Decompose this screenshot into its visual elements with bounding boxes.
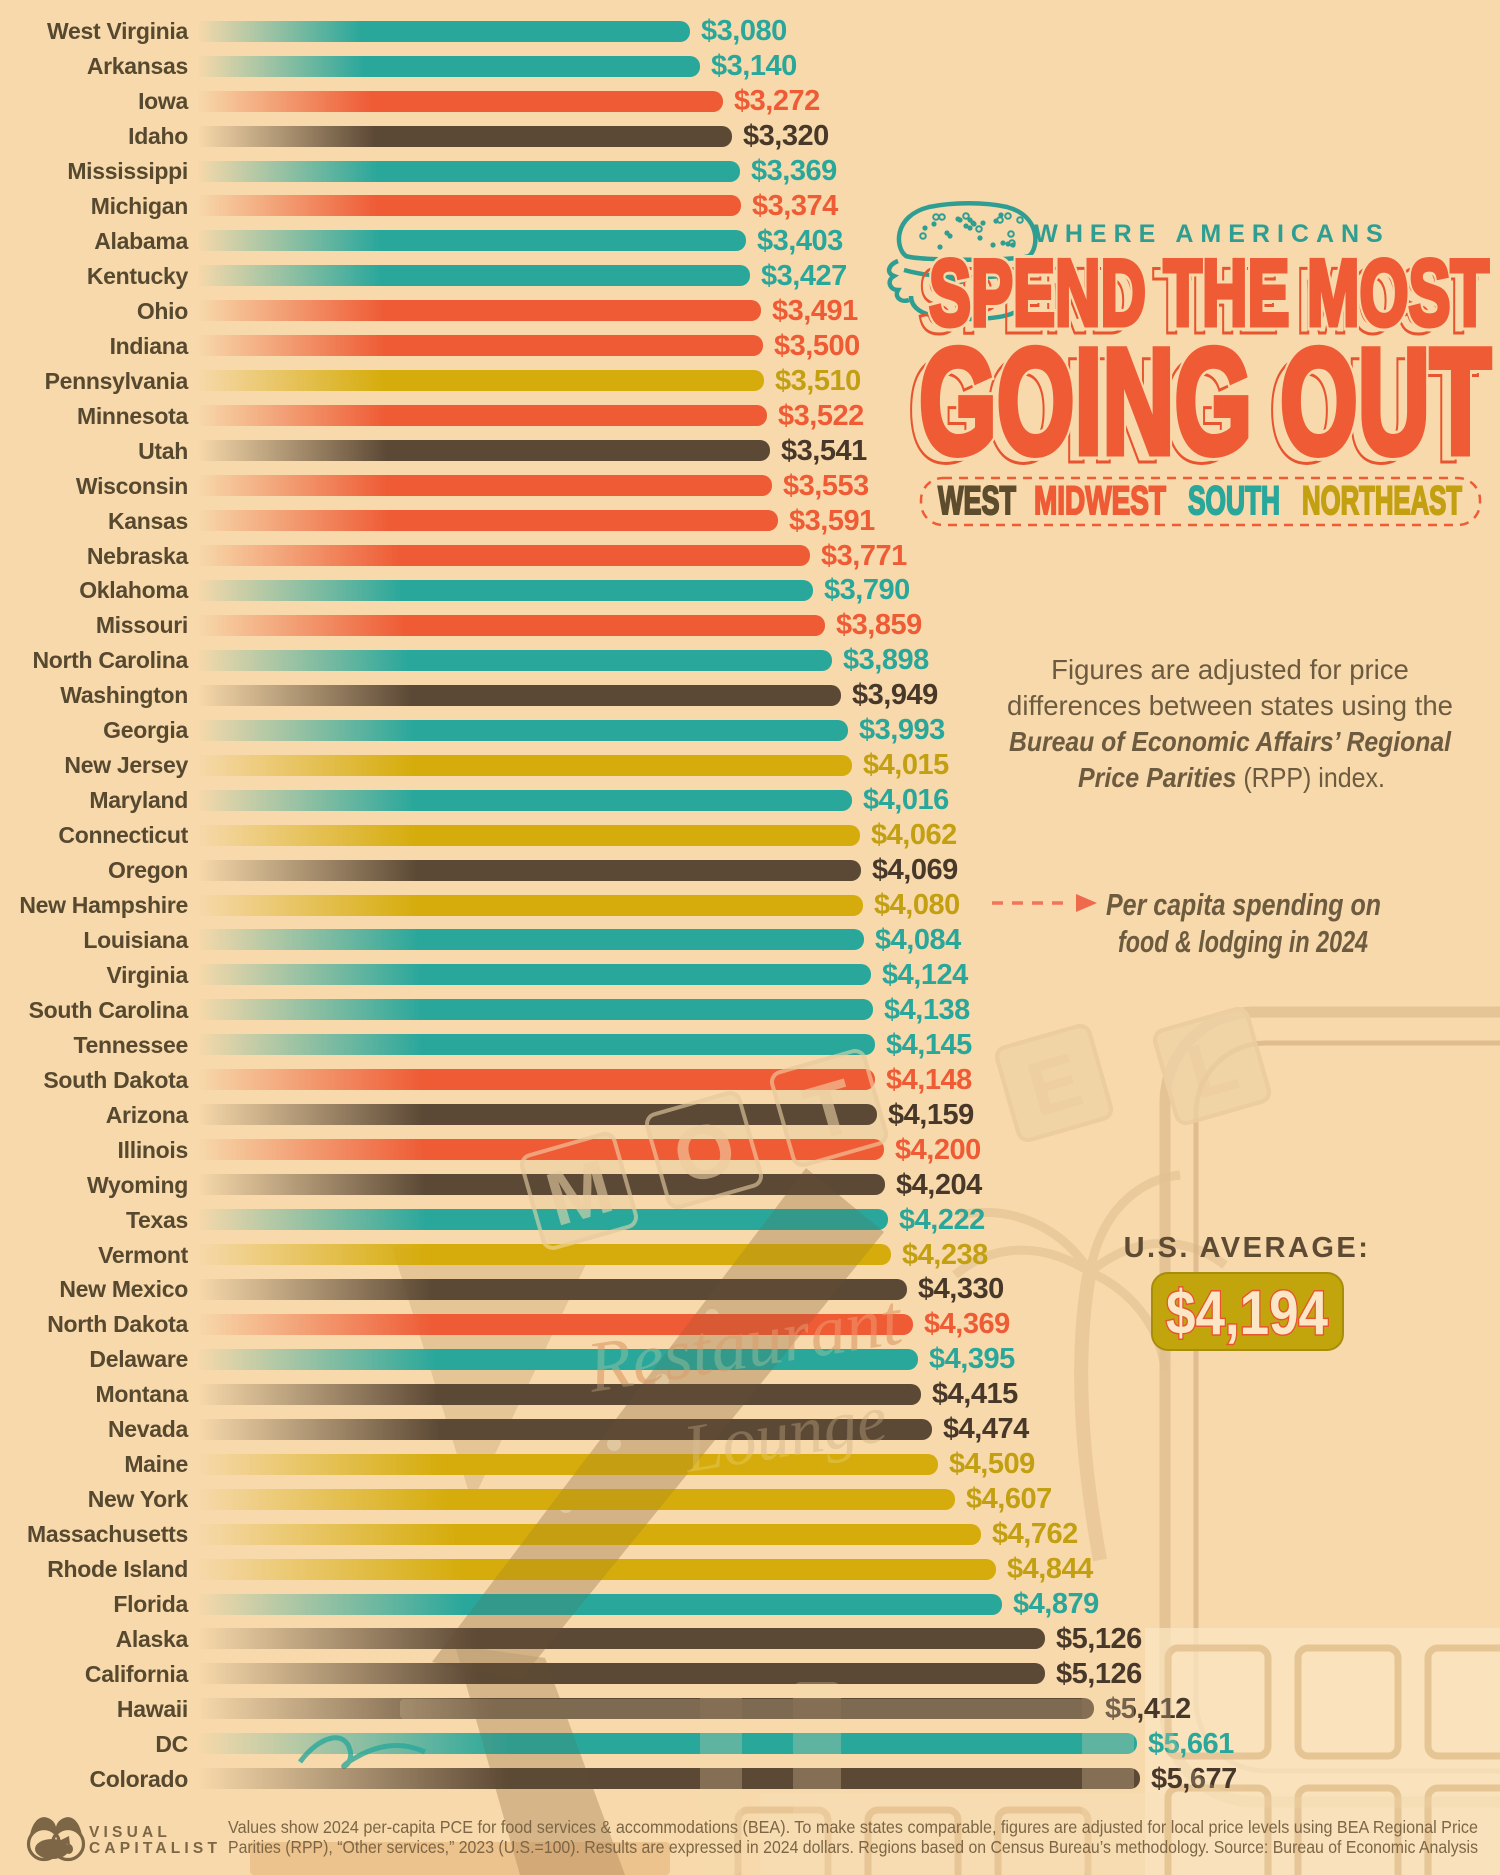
svg-text:VISUAL: VISUAL bbox=[89, 1824, 171, 1841]
svg-text:food & lodging in 2024: food & lodging in 2024 bbox=[1118, 924, 1368, 959]
svg-text:GOING OUT: GOING OUT bbox=[919, 317, 1491, 485]
svg-text:T: T bbox=[796, 1063, 864, 1158]
svg-text:SPEND THE MOST: SPEND THE MOST bbox=[918, 248, 1478, 353]
svg-text:Parities (RPP), “Other service: Parities (RPP), “Other services,” 2023 (… bbox=[228, 1837, 1478, 1857]
svg-text:GOING OUT: GOING OUT bbox=[907, 326, 1479, 494]
svg-text:M: M bbox=[538, 1144, 622, 1243]
svg-text:Bureau of Economic Affairs’ Re: Bureau of Economic Affairs’ Regional bbox=[1009, 726, 1452, 757]
svg-text:WEST: WEST bbox=[938, 479, 1016, 523]
svg-text:GOING OUT: GOING OUT bbox=[919, 317, 1491, 485]
svg-text:MIDWEST: MIDWEST bbox=[1034, 479, 1166, 523]
svg-text:NORTHEAST: NORTHEAST bbox=[1302, 479, 1462, 523]
svg-text:CAPITALIST: CAPITALIST bbox=[89, 1840, 221, 1857]
svg-text:$4,194: $4,194 bbox=[1166, 1279, 1328, 1348]
svg-text:Price Parities (RPP) index.: Price Parities (RPP) index. bbox=[1078, 762, 1385, 793]
svg-text:WHERE AMERICANS: WHERE AMERICANS bbox=[1034, 220, 1389, 248]
svg-text:differences between states usi: differences between states using the bbox=[1007, 690, 1453, 721]
svg-text:Values show 2024 per-capita PC: Values show 2024 per-capita PCE for food… bbox=[228, 1817, 1478, 1837]
svg-text:SPEND THE MOST: SPEND THE MOST bbox=[929, 240, 1489, 345]
svg-text:U.S. AVERAGE:: U.S. AVERAGE: bbox=[1124, 1232, 1371, 1264]
svg-text:SOUTH: SOUTH bbox=[1188, 479, 1280, 523]
svg-text:SPEND THE MOST: SPEND THE MOST bbox=[929, 240, 1489, 345]
svg-text:O: O bbox=[665, 1103, 745, 1201]
svg-text:Figures are adjusted for price: Figures are adjusted for price bbox=[1051, 654, 1409, 685]
svg-text:Per capita spending on: Per capita spending on bbox=[1106, 887, 1381, 922]
